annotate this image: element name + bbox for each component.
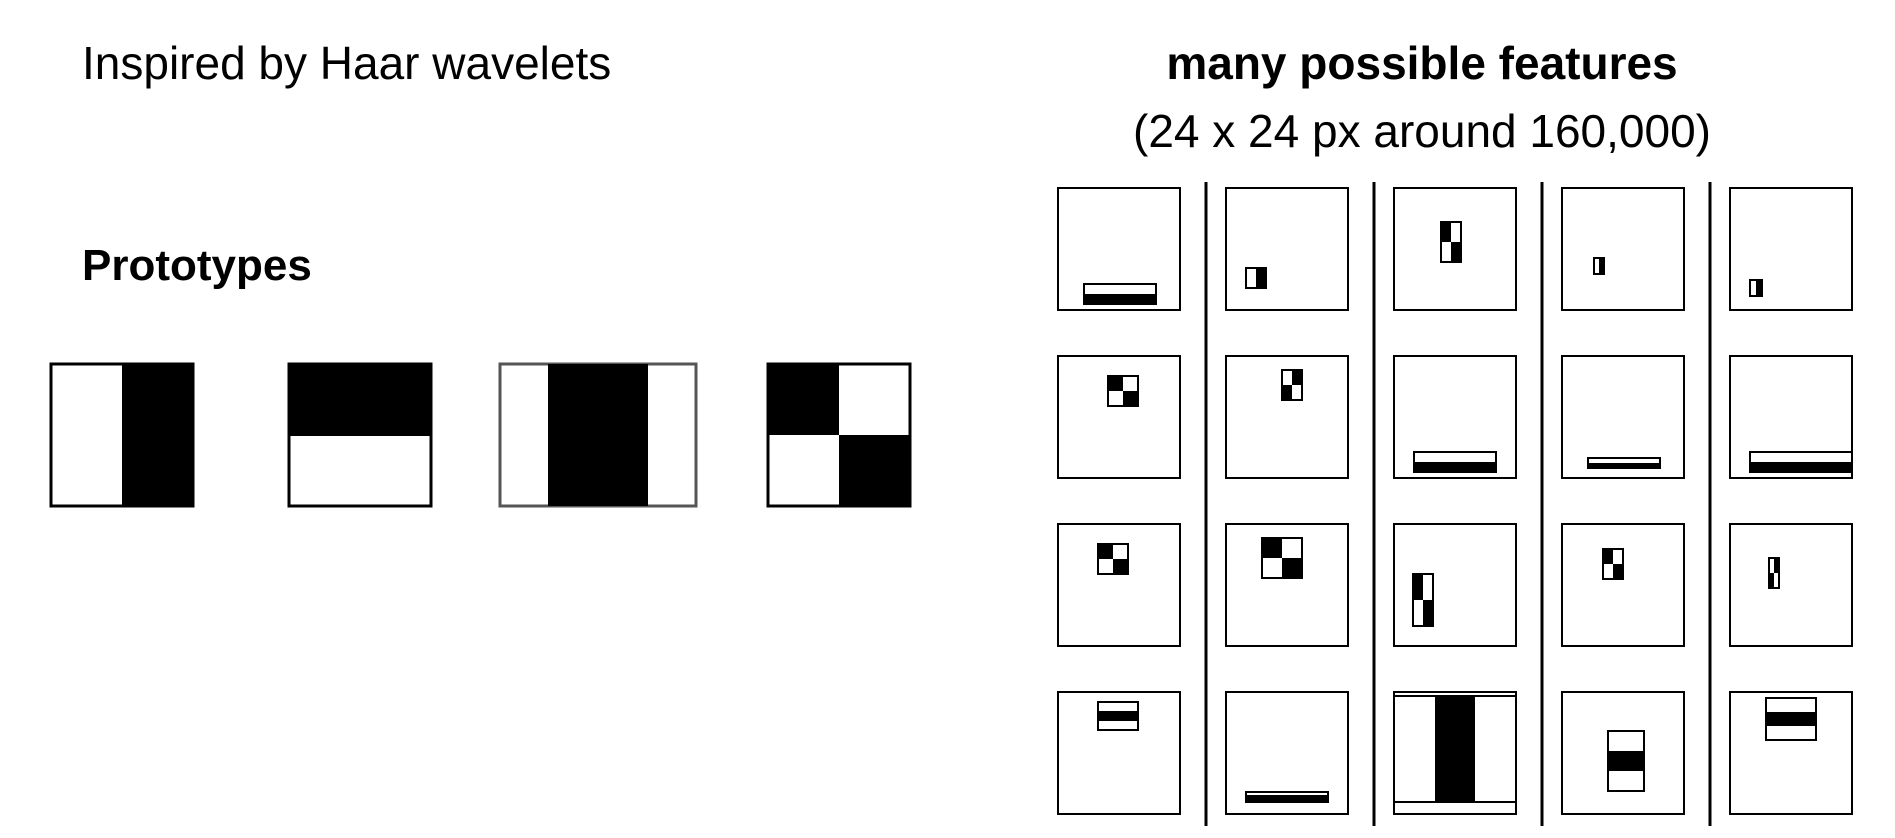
prototypes-heading: Prototypes [82,241,312,290]
feature-r4-c3 [1393,691,1517,815]
features-subtitle: (24 x 24 px around 160,000) [1133,105,1711,157]
feature-r4-c2 [1225,691,1349,815]
feature-r3-c3 [1393,523,1517,647]
feature-r3-c5 [1729,523,1853,647]
feature-r2-c1 [1057,355,1181,479]
feature-r2-c2 [1225,355,1349,479]
prototype-four-rectangle [766,362,912,508]
prototype-line-vertical [498,362,698,508]
feature-r2-c3 [1393,355,1517,479]
feature-r1-c1 [1057,187,1181,311]
feature-r2-c4 [1561,355,1685,479]
feature-r1-c5 [1729,187,1853,311]
prototype-edge-vertical [49,362,195,508]
feature-r2-c5 [1729,355,1853,479]
feature-r4-c4 [1561,691,1685,815]
feature-r3-c2 [1225,523,1349,647]
feature-r4-c5 [1729,691,1853,815]
features-title: many possible features [1166,37,1678,89]
feature-r3-c4 [1561,523,1685,647]
feature-grid-separators [1204,182,1712,826]
feature-r4-c1 [1057,691,1181,815]
prototype-edge-horizontal [287,362,433,508]
feature-r1-c3 [1393,187,1517,311]
intro-title: Inspired by Haar wavelets [82,37,612,89]
feature-r3-c1 [1057,523,1181,647]
feature-r1-c4 [1561,187,1685,311]
feature-r1-c2 [1225,187,1349,311]
